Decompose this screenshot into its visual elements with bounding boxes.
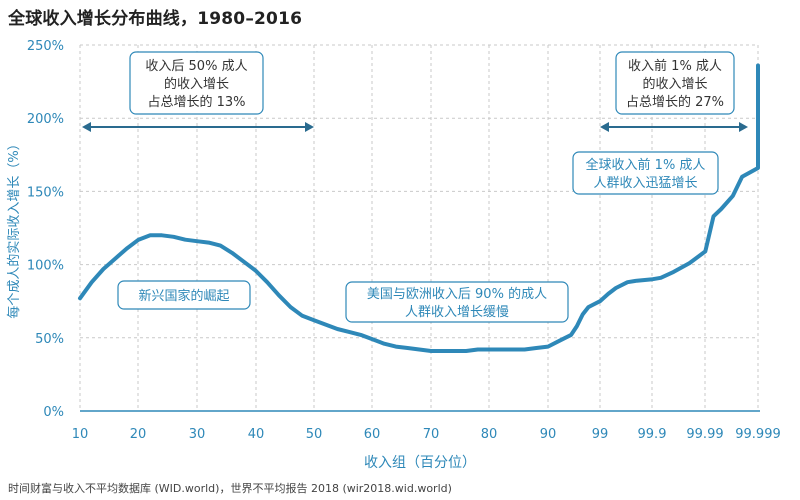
annotation-bottom50-text: 收入后 50% 成人 [145,59,247,74]
x-tick-label: 99.999 [735,427,781,442]
x-tick-label: 99.99 [686,427,723,442]
x-tick-label: 60 [364,427,381,442]
x-tick-label: 70 [423,427,440,442]
series-line [78,63,760,353]
annotation-bottom50-box [129,51,264,115]
x-tick-label: 80 [481,427,498,442]
y-tick-label: 0% [43,405,64,420]
annotation-top1-text: 的收入增长 [642,76,707,92]
bottom50-arrow-head-right [305,122,314,132]
x-axis-label: 收入组（百分位） [364,455,476,471]
annotation-middle-text: 美国与欧洲收入后 90% 的成人 [367,286,547,302]
x-tick-label: 20 [130,427,147,442]
x-tick-label: 30 [189,427,206,442]
annotation-top1-text: 占总增长的 27% [626,94,724,110]
annotation-bottom50-text: 的收入增长 [164,76,229,92]
y-tick-label: 150% [27,185,64,200]
bottom50-arrow-head-left [82,122,91,132]
chart-title: 全球收入增长分布曲线，1980–2016 [8,9,303,29]
annotation-emerging-box [117,280,251,310]
x-tick-label: 90 [540,427,557,442]
y-tick-label: 100% [27,259,64,274]
y-axis-label: 每个成人的实际收入增长（%） [6,137,22,318]
top1-arrow-head-right [739,122,748,132]
annotation-middle-text: 人群收入增长缓慢 [405,304,509,320]
y-tick-label: 50% [35,332,64,347]
annotation-emerging-text: 新兴国家的崛起 [138,288,229,304]
y-tick-label: 200% [27,112,64,127]
annotation-top1-text: 收入前 1% 成人 [628,58,722,74]
annotation-middle-box [345,281,569,323]
chart-source: 时间财富与收入不平均数据库 (WID.world)，世界不平均报告 2018 (… [8,482,452,495]
annotation-top1-rise-text: 全球收入前 1% 成人 [586,157,706,173]
y-tick-label: 250% [27,39,64,54]
chart-svg: 0% 50% 100% 150% 200% 250% 10 20 30 40 50 60 70 80 90 9… [6,39,781,471]
annotation-top1-rise-text: 人群收入迅猛增长 [593,176,697,191]
x-tick-label: 40 [248,427,265,442]
x-tick-label: 99 [592,427,609,442]
annotation-bottom50-text: 占总增长的 13% [147,94,245,110]
top1-arrow-head-left [600,122,609,132]
x-tick-label: 50 [306,427,323,442]
x-tick-label: 10 [72,427,89,442]
annotation-top1-box [615,51,735,115]
annotation-top1-rise-box [572,151,719,195]
x-tick-label: 99.9 [638,427,667,442]
